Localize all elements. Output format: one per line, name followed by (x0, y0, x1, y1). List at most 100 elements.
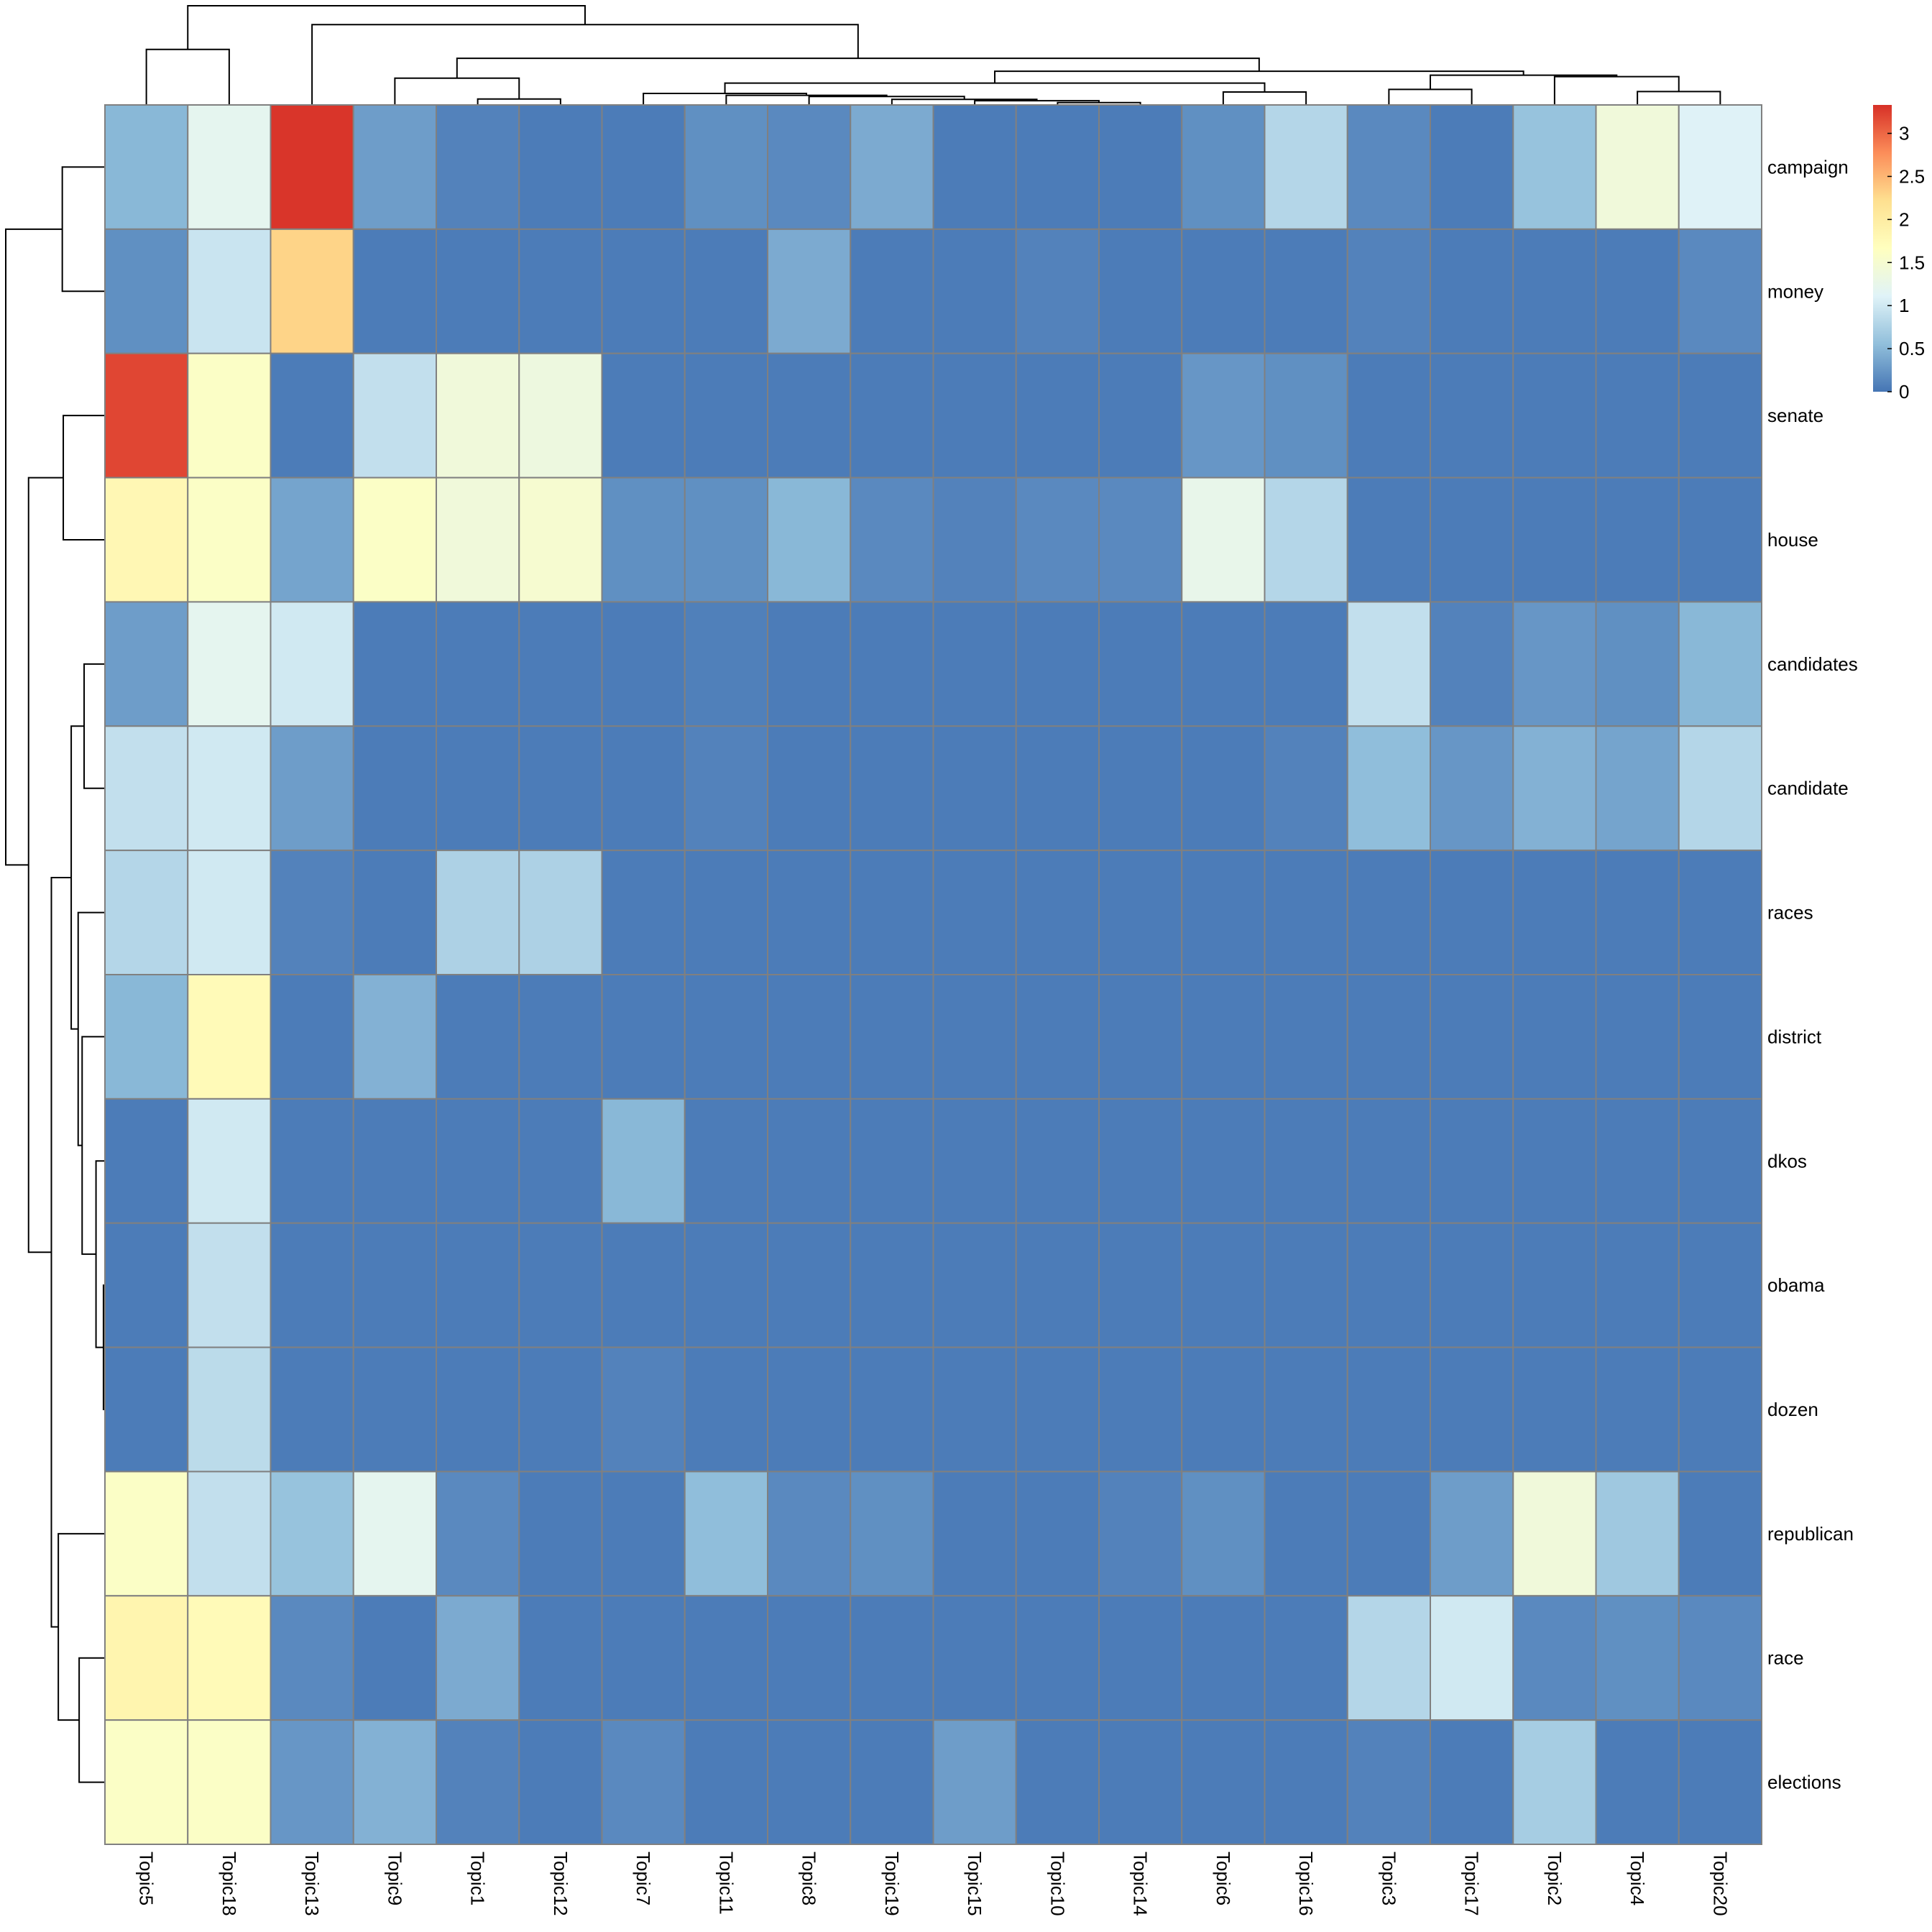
heatmap-cell (850, 1595, 934, 1721)
heatmap-cell (436, 1222, 520, 1348)
heatmap-cell (684, 1222, 768, 1348)
heatmap-cell (850, 601, 934, 727)
heatmap-cell (1346, 725, 1431, 852)
color-legend: 0 0.5 1 1.5 2 2.5 3 (1873, 105, 1925, 402)
heatmap-cell (1015, 228, 1100, 354)
heatmap-cell (518, 850, 603, 975)
heatmap-cell (1595, 104, 1680, 230)
heatmap-cell (270, 228, 354, 354)
heatmap-cell (1512, 104, 1597, 230)
heatmap-cell (1430, 725, 1514, 852)
heatmap-cell (1181, 974, 1266, 1100)
heatmap-cell (1015, 1595, 1100, 1721)
heatmap-cell (1512, 601, 1597, 727)
heatmap-cell (1512, 477, 1597, 603)
heatmap-cell (1264, 1346, 1348, 1473)
heatmap-cell (1512, 1098, 1597, 1224)
heatmap-cell (1181, 601, 1266, 727)
heatmap-cell (1346, 1595, 1431, 1721)
dendrogram-branch (50, 876, 72, 1628)
heatmap-cell (187, 1346, 272, 1473)
heatmap-cell (1181, 477, 1266, 603)
heatmap-cell (850, 974, 934, 1100)
row-label: dkos (1767, 1150, 1807, 1172)
heatmap-cell (1264, 850, 1348, 975)
dendrogram-branch (83, 663, 105, 789)
heatmap-cell (684, 974, 768, 1100)
heatmap-cell (1181, 1346, 1266, 1473)
heatmap-cell (352, 974, 437, 1100)
heatmap-cell (601, 1595, 686, 1721)
heatmap-cell (684, 1595, 768, 1721)
row-label: candidate (1767, 778, 1849, 799)
legend-tick-label: 1.5 (1899, 252, 1925, 273)
heatmap-cell (1678, 352, 1762, 479)
heatmap-cell (1098, 974, 1183, 1100)
heatmap-cell (1512, 1719, 1597, 1845)
heatmap-cell (1098, 1098, 1183, 1224)
heatmap-cell (436, 1098, 520, 1224)
heatmap-cell (187, 725, 272, 852)
heatmap-cell (1015, 601, 1100, 727)
heatmap-cell (767, 850, 852, 975)
heatmap-cell (1264, 601, 1348, 727)
column-label: Topic19 (881, 1852, 903, 1916)
heatmap-cell (352, 1471, 437, 1597)
heatmap-cell (767, 1719, 852, 1845)
heatmap-cell (1512, 1222, 1597, 1348)
heatmap-cell (684, 850, 768, 975)
heatmap-cell (270, 974, 354, 1100)
heatmap-cell (436, 601, 520, 727)
heatmap-cell (1015, 477, 1100, 603)
heatmap-cell (932, 1222, 1017, 1348)
dendrogram-branch (1553, 75, 1680, 105)
heatmap-cell (1678, 1098, 1762, 1224)
heatmap-cell (1430, 974, 1514, 1100)
heatmap-cell (1595, 725, 1680, 852)
heatmap-cell (1098, 601, 1183, 727)
column-label: Topic13 (301, 1852, 323, 1916)
heatmap-cell (1015, 1098, 1100, 1224)
heatmap-cell (932, 974, 1017, 1100)
heatmap-cell (601, 601, 686, 727)
row-label: races (1767, 902, 1813, 924)
heatmap-cell (518, 725, 603, 852)
heatmap-cell (1512, 1346, 1597, 1473)
heatmap-cell (270, 1346, 354, 1473)
heatmap-cell (1430, 850, 1514, 975)
heatmap-cell (1181, 1471, 1266, 1597)
heatmap-cell (436, 725, 520, 852)
heatmap-cell (1678, 974, 1762, 1100)
dendrogram-branch (1222, 91, 1307, 105)
heatmap-cell (1098, 850, 1183, 975)
heatmap-cell (270, 477, 354, 603)
dendrogram-branch (61, 166, 105, 293)
heatmap-cell (352, 1346, 437, 1473)
column-label: Topic9 (384, 1852, 405, 1905)
heatmap-cell (270, 104, 354, 230)
heatmap-cell (767, 228, 852, 354)
heatmap-cell (352, 1595, 437, 1721)
dendrogram-branch (187, 5, 586, 50)
heatmap-cell (1098, 352, 1183, 479)
dendrogram-branch (808, 96, 965, 105)
heatmap-cell (1181, 725, 1266, 852)
heatmap-cell (352, 228, 437, 354)
heatmap-cell (1430, 1595, 1514, 1721)
heatmap-cell (1346, 601, 1431, 727)
heatmap-cell (270, 1222, 354, 1348)
heatmap-cell (352, 1098, 437, 1224)
heatmap-cell (187, 601, 272, 727)
dendrogram-branch (81, 1036, 105, 1255)
heatmap-cell (1015, 974, 1100, 1100)
heatmap-cell (601, 974, 686, 1100)
legend-tick-label: 1 (1899, 295, 1909, 316)
heatmap-cell (1512, 1471, 1597, 1597)
column-label: Topic16 (1295, 1852, 1317, 1916)
column-label: Topic10 (1046, 1852, 1068, 1916)
heatmap-cell (850, 228, 934, 354)
heatmap-cell (1264, 477, 1348, 603)
heatmap-cell (1098, 1471, 1183, 1597)
heatmap-cell (518, 1098, 603, 1224)
